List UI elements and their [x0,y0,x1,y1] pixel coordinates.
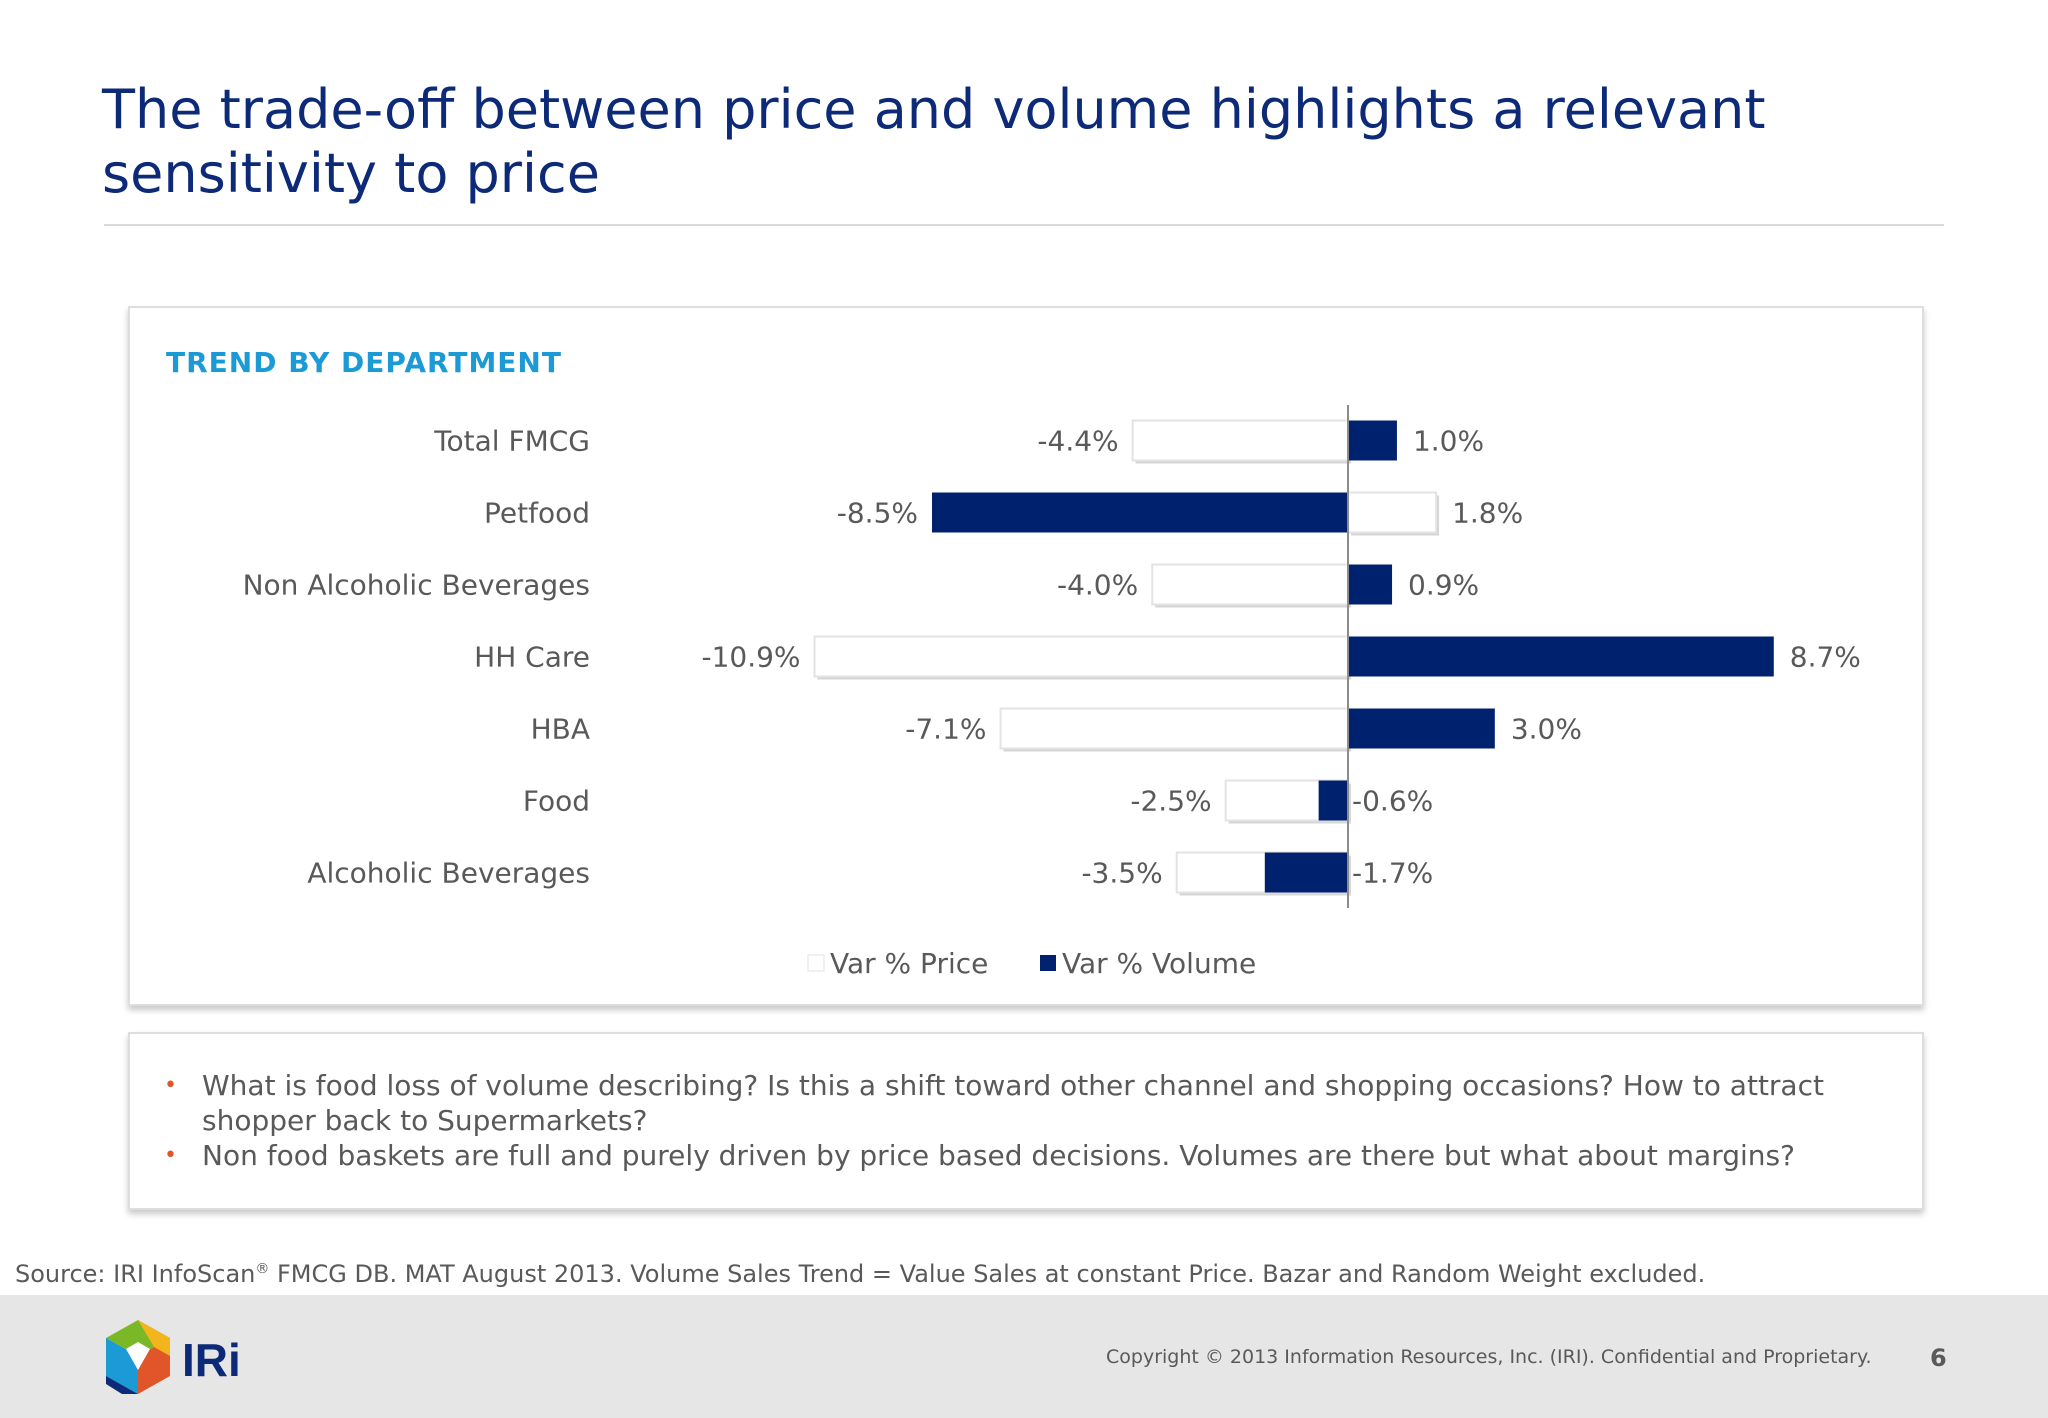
data-label: -8.5% [837,497,918,530]
price-bar [999,707,1349,750]
legend-swatch-price [807,954,825,972]
category-label: Alcoholic Beverages [307,857,590,890]
data-label: -1.7% [1352,857,1433,890]
data-label: -7.1% [905,713,986,746]
category-label: Petfood [484,497,590,530]
note-text: Non food baskets are full and purely dri… [202,1139,1795,1172]
price-bar [1347,491,1438,534]
data-label: -2.5% [1130,785,1211,818]
note-text: What is food loss of volume describing? … [202,1069,1824,1137]
data-label: -3.5% [1081,857,1162,890]
price-bar [1151,563,1349,606]
source-note: Source: IRI InfoScan® FMCG DB. MAT Augus… [15,1260,1706,1288]
legend-label-price: Var % Price [830,947,988,980]
price-bar [1131,419,1349,462]
slide-title: The trade-off between price and volume h… [102,78,1766,205]
category-label: Total FMCG [433,425,590,458]
note-item: • What is food loss of volume describing?… [160,1068,1900,1138]
svg-text:IRi: IRi [182,1334,241,1386]
category-label: HBA [531,713,590,746]
legend-swatch-volume [1040,955,1056,971]
data-label: 1.0% [1413,425,1484,458]
footer-bar [0,1295,2048,1418]
notes-list: • What is food loss of volume describing?… [160,1068,1900,1173]
iri-logo: IRi [106,1320,241,1394]
data-label: 1.8% [1452,497,1523,530]
data-label: 0.9% [1408,569,1479,602]
notes-panel [128,1032,1924,1210]
category-label: HH Care [474,641,590,674]
title-divider [104,224,1944,226]
data-label: -0.6% [1352,785,1433,818]
volume-bar [1348,420,1397,461]
data-label: -10.9% [701,641,800,674]
volume-bar [1348,636,1774,677]
volume-bar [1318,780,1348,821]
volume-bar [1264,852,1348,893]
chart-heading: TREND BY DEPARTMENT [166,346,562,379]
volume-bar [1348,564,1393,605]
data-label: 8.7% [1790,641,1861,674]
volume-bar [1348,708,1495,749]
category-label: Food [523,785,590,818]
bullet-icon: • [164,1073,177,1098]
price-bar [813,635,1349,678]
data-label: 3.0% [1511,713,1582,746]
data-label: -4.4% [1037,425,1118,458]
page-number: 6 [1930,1344,1947,1372]
volume-bar [932,492,1348,533]
bullet-icon: • [164,1143,177,1168]
copyright-text: Copyright © 2013 Information Resources, … [1106,1346,1872,1368]
note-item: • Non food baskets are full and purely dr… [160,1138,1900,1173]
data-label: -4.0% [1057,569,1138,602]
category-label: Non Alcoholic Beverages [243,569,590,602]
legend-label-volume: Var % Volume [1062,947,1256,980]
